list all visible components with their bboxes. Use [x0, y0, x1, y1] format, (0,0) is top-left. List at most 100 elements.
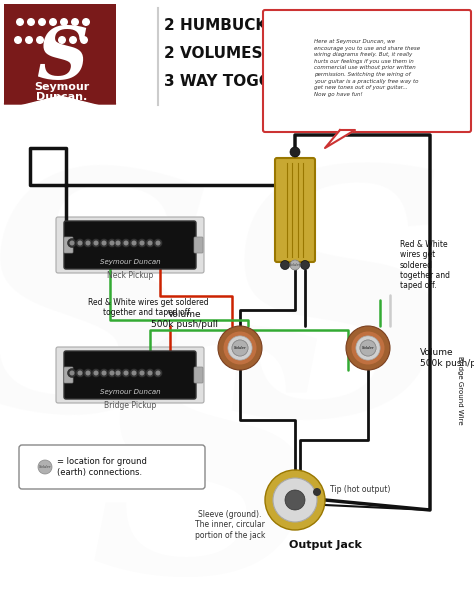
Circle shape — [155, 370, 161, 376]
Text: Solder: Solder — [234, 346, 246, 350]
Circle shape — [360, 340, 376, 356]
Circle shape — [109, 240, 115, 245]
Circle shape — [85, 240, 91, 245]
Circle shape — [232, 340, 248, 356]
Text: Seymour: Seymour — [35, 82, 90, 92]
Circle shape — [83, 368, 92, 378]
Circle shape — [109, 370, 115, 376]
Circle shape — [154, 238, 163, 248]
Text: Solder: Solder — [39, 465, 51, 469]
FancyBboxPatch shape — [64, 367, 73, 383]
Bar — [0, 110, 474, 613]
Circle shape — [273, 478, 317, 522]
Circle shape — [83, 238, 92, 248]
FancyBboxPatch shape — [64, 237, 73, 253]
Polygon shape — [4, 96, 116, 110]
Circle shape — [346, 326, 390, 370]
Polygon shape — [325, 130, 355, 148]
Text: 3 WAY TOGGLE: 3 WAY TOGGLE — [164, 74, 291, 88]
FancyBboxPatch shape — [19, 445, 205, 489]
Circle shape — [101, 370, 107, 376]
Text: Volume
500k push/pull: Volume 500k push/pull — [420, 348, 474, 368]
Circle shape — [75, 238, 84, 248]
Circle shape — [146, 238, 155, 248]
FancyBboxPatch shape — [263, 10, 471, 132]
Circle shape — [78, 240, 82, 245]
FancyBboxPatch shape — [64, 351, 196, 399]
Circle shape — [113, 238, 122, 248]
Circle shape — [78, 370, 82, 376]
Circle shape — [58, 36, 66, 44]
Circle shape — [116, 370, 120, 376]
Bar — [0, 0, 474, 110]
Text: Output Jack: Output Jack — [289, 540, 362, 550]
Circle shape — [301, 261, 310, 270]
Circle shape — [91, 238, 100, 248]
Circle shape — [137, 238, 146, 248]
Text: Seymour Duncan: Seymour Duncan — [100, 389, 160, 395]
Text: = location for ground
(earth) connections.: = location for ground (earth) connection… — [57, 457, 147, 477]
Circle shape — [360, 340, 376, 356]
Circle shape — [100, 368, 109, 378]
Text: Solder: Solder — [362, 346, 374, 350]
Circle shape — [131, 370, 137, 376]
Circle shape — [16, 18, 24, 26]
Circle shape — [131, 240, 137, 245]
Circle shape — [224, 332, 256, 365]
Circle shape — [69, 36, 77, 44]
FancyBboxPatch shape — [194, 367, 203, 383]
Circle shape — [93, 240, 99, 245]
Polygon shape — [4, 90, 116, 104]
Text: Sleeve (ground).
The inner, circular
portion of the jack: Sleeve (ground). The inner, circular por… — [195, 510, 265, 540]
Circle shape — [47, 36, 55, 44]
Text: Bridge Pickup: Bridge Pickup — [104, 401, 156, 410]
Circle shape — [129, 238, 138, 248]
Text: 2 HUMBUCKERS: 2 HUMBUCKERS — [164, 18, 300, 32]
Circle shape — [155, 240, 161, 245]
Text: Neck Pickup: Neck Pickup — [107, 271, 153, 280]
Circle shape — [121, 368, 130, 378]
Circle shape — [38, 460, 52, 474]
Circle shape — [139, 240, 145, 245]
Text: Volume
500k push/pull: Volume 500k push/pull — [152, 310, 219, 329]
Circle shape — [82, 18, 90, 26]
Circle shape — [290, 147, 300, 157]
Circle shape — [139, 370, 145, 376]
FancyBboxPatch shape — [64, 221, 196, 269]
Text: Tip (hot output): Tip (hot output) — [330, 485, 391, 495]
Text: Red & White
wires get
soldered
together and
taped off.: Red & White wires get soldered together … — [400, 240, 450, 291]
FancyBboxPatch shape — [56, 217, 204, 273]
Bar — [4, 4, 116, 104]
Text: Here at Seymour Duncan, we
encourage you to use and share these
wiring diagrams : Here at Seymour Duncan, we encourage you… — [314, 39, 420, 97]
Circle shape — [36, 36, 44, 44]
FancyBboxPatch shape — [275, 158, 315, 262]
Circle shape — [93, 370, 99, 376]
Circle shape — [147, 370, 153, 376]
Circle shape — [108, 368, 117, 378]
Text: S: S — [0, 148, 219, 492]
Circle shape — [121, 238, 130, 248]
FancyBboxPatch shape — [56, 347, 204, 403]
Circle shape — [75, 368, 84, 378]
Text: Solder: Solder — [234, 346, 246, 350]
Circle shape — [108, 238, 117, 248]
Circle shape — [352, 332, 384, 365]
FancyBboxPatch shape — [194, 237, 203, 253]
Circle shape — [101, 240, 107, 245]
Circle shape — [100, 238, 109, 248]
Circle shape — [124, 370, 128, 376]
Circle shape — [285, 490, 305, 510]
Circle shape — [85, 370, 91, 376]
Text: S: S — [206, 148, 474, 492]
Text: Solder: Solder — [362, 346, 374, 350]
Circle shape — [228, 336, 252, 360]
Circle shape — [137, 368, 146, 378]
Circle shape — [60, 18, 68, 26]
Text: Solder: Solder — [289, 263, 301, 267]
Circle shape — [356, 336, 380, 360]
Circle shape — [80, 36, 88, 44]
Circle shape — [124, 240, 128, 245]
Circle shape — [70, 370, 74, 376]
Circle shape — [67, 368, 76, 378]
Circle shape — [91, 368, 100, 378]
